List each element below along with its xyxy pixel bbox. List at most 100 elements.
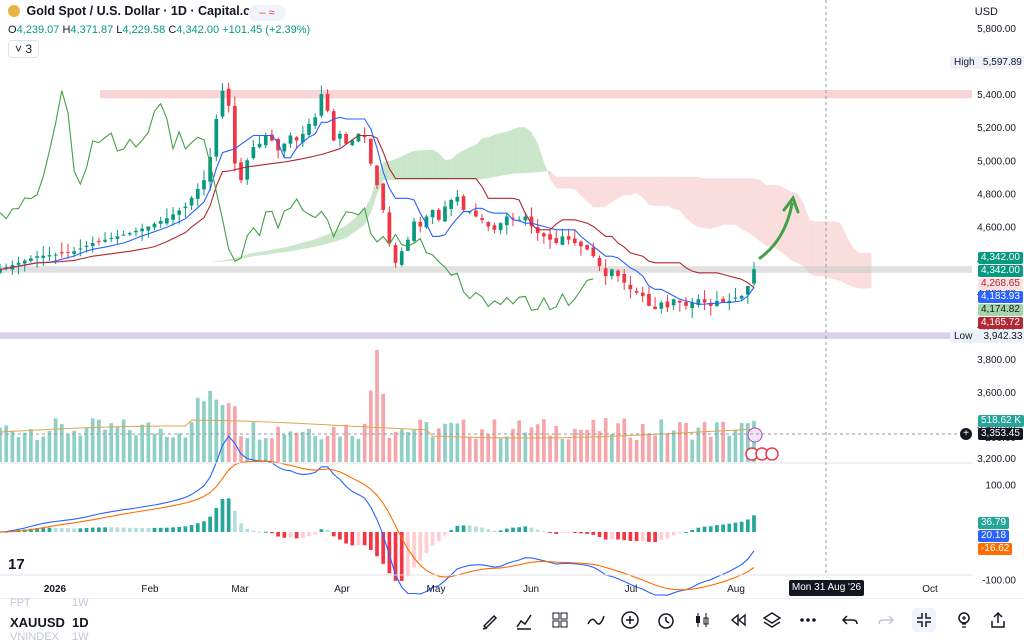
macd-histogram-bar [146,528,150,532]
bulb-icon[interactable] [954,610,974,630]
add-crosshair-icon[interactable]: + [960,428,972,440]
active-ticker[interactable]: XAUUSD [10,615,65,630]
ichimoku-cloud-segment [513,127,519,173]
candle-body [678,301,682,303]
bottom-toolbar: FPT 1W XAUUSD 1D VNINDEX 1W [0,598,1024,641]
ichimoku-cloud-segment [383,161,389,180]
macd-histogram-bar [622,532,626,540]
ichimoku-cloud-segment [550,171,556,188]
watchlist-ghost-2-tf: 1W [72,631,89,643]
volume-bar [412,430,416,462]
volume-bar [103,430,107,462]
redo-icon[interactable] [876,610,896,630]
candles-icon[interactable] [692,610,712,630]
volume-bar [313,436,317,462]
ichimoku-cloud-segment [464,147,470,180]
macd-histogram-bar [301,532,305,538]
ichimoku-cloud-segment [420,150,426,180]
macd-histogram-bar [746,520,750,532]
candle-body [264,136,268,146]
volume-bar [116,427,120,462]
ichimoku-cloud-segment [433,150,439,181]
ichimoku-cloud-segment [630,177,636,195]
collapse-icon[interactable] [912,608,936,632]
ichimoku-cloud-segment [525,127,531,173]
pen-icon[interactable] [480,610,500,630]
ichimoku-cloud-segment [649,177,655,206]
volume-bar [41,436,45,462]
macd-histogram-bar [455,526,459,532]
alert-clock-icon[interactable] [656,610,676,630]
volume-bar [196,398,200,462]
ichimoku-cloud-segment [618,177,624,199]
volume-bar [214,400,218,462]
candle-body [66,252,70,253]
undo-icon[interactable] [840,610,860,630]
currency-label[interactable]: USD [975,6,998,18]
time-tick-label: Apr [334,584,350,595]
candle-body [159,221,163,224]
add-icon[interactable] [620,610,640,630]
compare-toggle[interactable]: – ≈ [248,5,286,21]
grid-icon[interactable] [550,610,570,630]
event-flash-icon [748,428,762,442]
volume-bar [517,420,521,462]
ichimoku-cloud-segment [723,179,729,225]
ichimoku-cloud-segment [803,203,809,273]
candle-body [548,234,552,239]
symbol-header[interactable]: Gold Spot / U.S. Dollar · 1D · Capital.c… [8,4,269,18]
candle-body [171,214,175,220]
ichimoku-cloud-segment [402,153,408,180]
candle-body [252,147,256,158]
macd-histogram-bar [418,532,422,561]
ichimoku-cloud-segment [698,177,704,228]
ichimoku-cloud-segment [260,251,266,256]
macd-histogram-bar [610,532,614,539]
macd-histogram-bar [97,527,101,532]
active-timeframe[interactable]: 1D [72,615,89,630]
ichimoku-cloud-segment [210,261,216,262]
ichimoku-cloud-segment [519,127,525,173]
ichimoku-cloud-segment [655,177,661,206]
volume-bar [122,419,126,462]
replay-icon[interactable] [728,610,748,630]
ichimoku-cloud-segment [667,177,673,209]
layers-icon[interactable] [762,610,782,630]
volume-bar [295,433,299,462]
indicator-toggle[interactable]: ˅ 3 [8,40,39,58]
macd-histogram-bar [78,528,82,532]
candle-body [375,166,379,185]
volume-bar [678,422,682,462]
macd-histogram-bar [462,525,466,532]
macd-histogram-bar [159,528,163,532]
macd-tick-label: -100.00 [982,576,1016,587]
ichimoku-cloud-segment [643,177,649,205]
share-icon[interactable] [988,610,1008,630]
macd-histogram-bar [468,525,472,532]
chart-type-icon[interactable] [514,610,534,630]
candle-body [78,249,82,250]
macd-histogram-bar [752,515,756,532]
volume-bar [697,427,701,462]
more-icon[interactable] [798,610,818,630]
macd-histogram-bar [678,532,682,533]
macd-histogram-bar [579,532,583,533]
macd-histogram-bar [363,532,367,545]
candle-body [381,184,385,210]
macd-histogram-bar [221,499,225,532]
candle-body [116,236,120,239]
candle-body [486,222,490,226]
indicators-icon[interactable] [586,610,606,630]
ichimoku-cloud-segment [253,252,259,256]
price-tick-label: 4,800.00 [977,189,1016,200]
volume-bar [542,419,546,462]
macd-histogram-bar [443,532,447,536]
macd-histogram-bar [598,532,602,537]
volume-bar [326,436,330,462]
watchlist-ghost-1-tf: 1W [72,597,89,609]
macd-histogram-bar [517,527,521,532]
macd-histogram-bar [239,524,243,532]
candle-body [214,119,218,157]
ichimoku-cloud-segment [340,226,346,240]
